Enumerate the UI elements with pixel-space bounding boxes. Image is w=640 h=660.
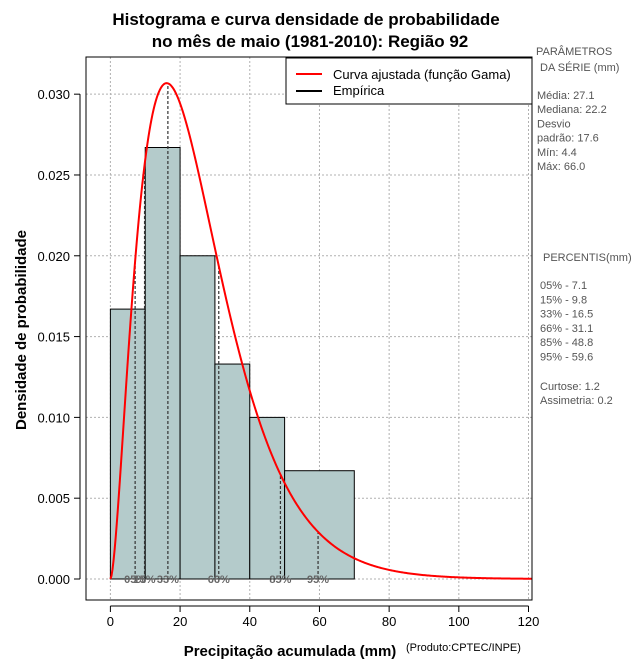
x-tick-label-4: 80 — [382, 614, 396, 629]
legend-box — [285, 57, 533, 105]
y-tick-label-5: 0.025 — [37, 168, 70, 183]
plot-frame — [85, 56, 533, 601]
percentile-label-2: 33% — [157, 574, 179, 586]
x-axis-label: Precipitação acumulada (mm) — [184, 643, 397, 660]
y-tick-label-0: 0.000 — [37, 572, 70, 587]
y-tick-label-2: 0.010 — [37, 410, 70, 425]
param-line-4: Mín: 4.4 — [537, 147, 577, 159]
legend-curve-label: Curva ajustada (função Gama) — [333, 67, 511, 82]
param-line-0: Média: 27.1 — [537, 90, 594, 102]
percentile-label-3: 66% — [208, 574, 230, 586]
axes: 0 20 40 60 80 100 120 0.000 0.005 0.010 0.015 0.020… — [37, 56, 540, 629]
histogram-bar-1 — [144, 147, 181, 580]
percentis-title: PERCENTIS(mm) — [543, 252, 632, 264]
product-note: (Produto:CPTEC/INPE) — [406, 642, 521, 654]
fitted-curve-group — [109, 82, 533, 580]
x-tick-label-0: 0 — [107, 614, 114, 629]
x-tick-label-5: 100 — [448, 614, 470, 629]
percentile-label-0: 05% — [124, 574, 146, 586]
percentil-line-5: 95% - 59.6 — [540, 352, 593, 364]
x-tick-label-3: 60 — [312, 614, 326, 629]
param-line-2: Desvio — [537, 118, 571, 130]
percentile-label-1: 15% — [134, 574, 156, 586]
chart-title-line2: no mês de maio (1981-2010): Região 92 — [152, 32, 469, 51]
y-tick-label-1: 0.005 — [37, 491, 70, 506]
params-list: Média: 27.1 Mediana: 22.2 Desvio padrão: 17… — [537, 90, 607, 173]
side-panel: PARÂMETROS DA SÉRIE (mm) Média: 27.1 Medi… — [536, 45, 632, 407]
legend: Curva ajustada (função Gama) Empírica — [285, 57, 533, 105]
percentil-line-1: 15% - 9.8 — [540, 294, 587, 306]
params-title-2: DA SÉRIE (mm) — [540, 61, 619, 74]
chart-title-line1: Histograma e curva densidade de probabil… — [112, 10, 499, 29]
percentil-line-3: 66% - 31.1 — [540, 323, 593, 335]
percentile-label-5: 95% — [307, 574, 329, 586]
percentile-lines — [134, 83, 319, 579]
histogram-bars — [109, 147, 355, 580]
percentil-line-4: 85% - 48.8 — [540, 337, 593, 349]
x-tick-label-2: 40 — [243, 614, 257, 629]
param-line-5: Máx: 66.0 — [537, 161, 585, 173]
percentis-list: 05% - 7.1 15% - 9.8 33% - 16.5 66% - 31.1 85… — [540, 280, 593, 364]
histogram-bar-5 — [284, 470, 355, 580]
y-tick-label-3: 0.015 — [37, 330, 70, 345]
param-line-3: padrão: 17.6 — [537, 133, 599, 145]
histogram-bar-2 — [179, 255, 216, 580]
percentil-line-2: 33% - 16.5 — [540, 309, 593, 321]
percentil-line-0: 05% - 7.1 — [540, 280, 587, 292]
percentile-label-4: 85% — [269, 574, 291, 586]
legend-empirical-label: Empírica — [333, 83, 385, 98]
stat-line-1: Assimetria: 0.2 — [540, 395, 613, 407]
histogram-bar-3 — [214, 363, 251, 580]
stats-list: Curtose: 1.2 Assimetria: 0.2 — [540, 381, 613, 407]
stat-line-0: Curtose: 1.2 — [540, 381, 600, 393]
fitted-curve — [109, 82, 533, 580]
x-tick-label-1: 20 — [173, 614, 187, 629]
y-tick-label-4: 0.020 — [37, 249, 70, 264]
y-axis-label: Densidade de probabilidade — [13, 230, 30, 430]
y-tick-label-6: 0.030 — [37, 87, 70, 102]
x-tick-label-6: 120 — [518, 614, 540, 629]
percentile-labels: 05%15% 33% 66% 85% 95% — [124, 574, 329, 586]
params-title-1: PARÂMETROS — [536, 45, 612, 58]
param-line-1: Mediana: 22.2 — [537, 104, 607, 116]
